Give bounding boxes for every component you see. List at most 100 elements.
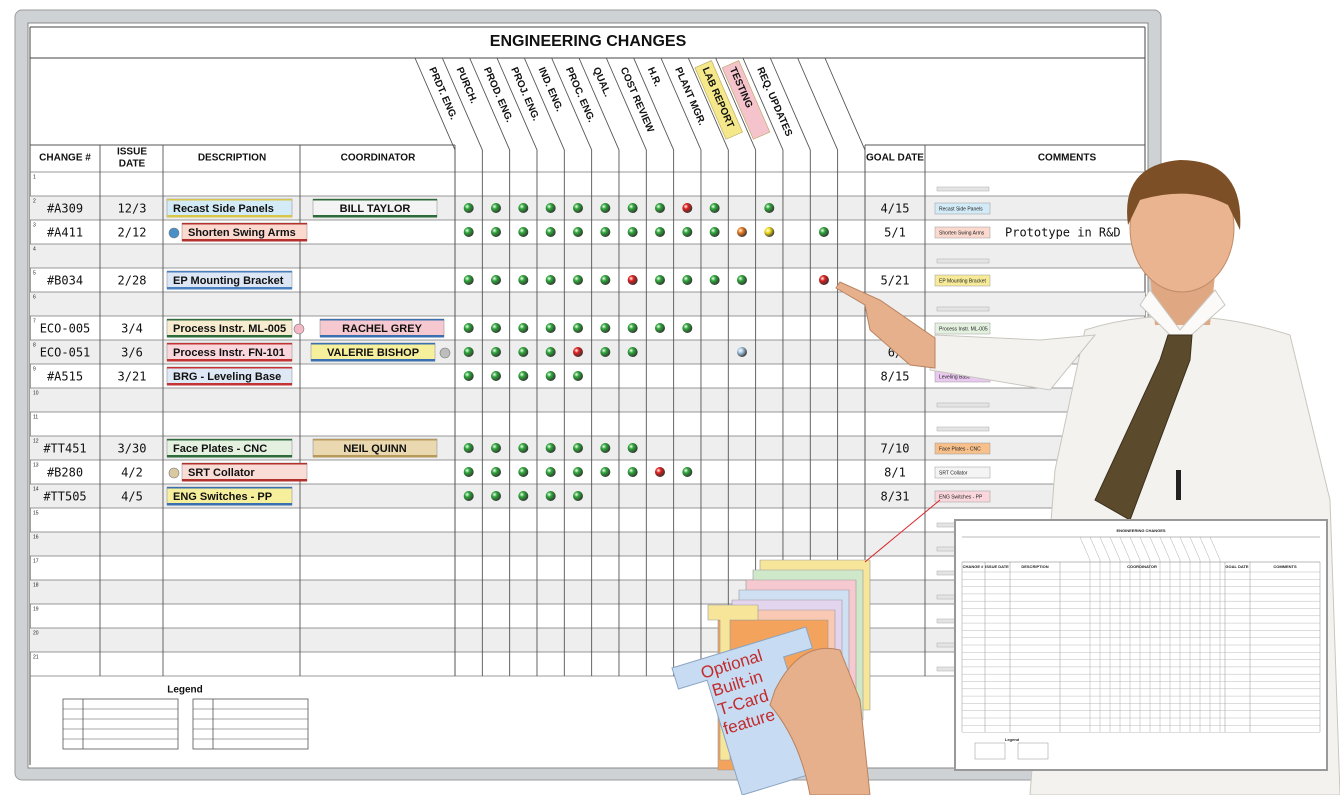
status-magnet	[627, 443, 638, 453]
goal-date: 7/10	[881, 442, 910, 456]
coordinator: RACHEL GREY	[342, 323, 423, 335]
status-magnet	[572, 203, 583, 213]
status-magnet	[600, 323, 611, 333]
status-magnet	[709, 203, 720, 213]
status-magnet	[518, 371, 529, 381]
status-magnet	[490, 491, 501, 501]
status-magnet	[818, 227, 829, 237]
description: BRG - Leveling Base	[173, 371, 281, 383]
inset-slant	[1199, 536, 1211, 732]
inset-slant	[1209, 536, 1221, 732]
description-card-edge	[167, 455, 292, 458]
comment-card	[934, 226, 991, 239]
description-card-edge	[167, 439, 292, 441]
status-magnet	[654, 227, 665, 237]
slant-divider	[769, 57, 811, 676]
slant-divider	[797, 57, 839, 676]
column-header: COORDINATOR	[341, 153, 416, 164]
magnet	[168, 467, 180, 479]
slant-divider	[742, 57, 784, 676]
comment-card-text: Leveling Base	[939, 374, 971, 380]
change-number: #A411	[47, 226, 83, 240]
status-magnet	[572, 347, 583, 357]
slant-divider	[578, 57, 620, 676]
status-magnet	[764, 203, 775, 213]
status-magnet	[654, 467, 665, 477]
description-card-edge	[167, 271, 292, 273]
inset-legend: Legend	[1005, 737, 1020, 742]
status-magnet	[572, 467, 583, 477]
inset-slant	[1099, 536, 1111, 732]
slant-divider	[441, 57, 483, 676]
inset-slant	[1109, 536, 1121, 732]
status-magnet	[572, 443, 583, 453]
description-card-edge	[167, 359, 292, 362]
goal-date: 8/31	[881, 490, 910, 504]
coordinator-card-edge	[320, 319, 444, 321]
coordinator: NEIL QUINN	[343, 443, 406, 455]
row-number: 18	[33, 582, 39, 588]
issue-date: 2/12	[118, 226, 147, 240]
status-magnet	[627, 203, 638, 213]
description-card-edge	[182, 479, 307, 482]
comment-slot	[936, 426, 990, 432]
status-magnet	[627, 227, 638, 237]
comment-card	[934, 202, 991, 215]
description: Recast Side Panels	[173, 203, 274, 215]
coordinator: VALERIE BISHOP	[327, 347, 419, 359]
comment-slot	[936, 306, 990, 312]
comment: Prototype in R&D	[1005, 226, 1121, 240]
row-number: 17	[33, 558, 39, 564]
status-magnet	[518, 323, 529, 333]
inset-slant	[1179, 536, 1191, 732]
inset-slant	[1079, 536, 1091, 732]
row-number: 20	[33, 630, 39, 636]
comment-card-text: Process Instr. ML-005	[939, 326, 988, 332]
status-magnet	[463, 203, 474, 213]
issue-date: 12/3	[118, 202, 147, 216]
row-stripe	[30, 244, 1145, 268]
status-magnet	[654, 275, 665, 285]
comment-card-text: SRT Collator	[939, 470, 968, 476]
description-card-edge	[182, 223, 307, 225]
inset-slant	[1139, 536, 1151, 732]
row-stripe	[30, 292, 1145, 316]
inset-slant	[1089, 536, 1101, 732]
description: ENG Switches - PP	[173, 491, 272, 503]
status-magnet	[736, 347, 747, 357]
inset-header: DESCRIPTION	[1021, 564, 1048, 569]
description-card-edge	[167, 199, 292, 201]
status-magnet	[463, 227, 474, 237]
row-number: 9	[33, 366, 36, 372]
status-magnet	[490, 275, 501, 285]
status-magnet	[600, 443, 611, 453]
description: Process Instr. FN-101	[173, 347, 285, 359]
coordinator-card-edge	[313, 455, 437, 458]
status-magnet	[682, 467, 693, 477]
comment-card	[934, 490, 991, 503]
legend-box	[192, 698, 309, 750]
status-magnet	[518, 467, 529, 477]
inset-slant	[1189, 536, 1201, 732]
status-magnet	[600, 347, 611, 357]
legend-box	[62, 698, 179, 750]
description-card-edge	[167, 287, 292, 290]
description-card-edge	[182, 463, 307, 465]
change-number: ECO-051	[40, 346, 91, 360]
row-number: 11	[33, 414, 38, 420]
goal-date: 4/15	[881, 202, 910, 216]
status-magnet	[490, 347, 501, 357]
status-magnet	[545, 227, 556, 237]
status-magnet	[682, 323, 693, 333]
description-card-edge	[167, 343, 292, 345]
change-number: #B034	[47, 274, 83, 288]
slant-divider	[551, 57, 593, 676]
hand	[835, 281, 936, 369]
issue-date: 3/21	[118, 370, 147, 384]
comment-card	[934, 466, 991, 479]
comment-card-text: Face Plates - CNC	[939, 446, 981, 452]
status-magnet	[545, 443, 556, 453]
inset-slant	[1149, 536, 1161, 732]
change-number: #A515	[47, 370, 83, 384]
